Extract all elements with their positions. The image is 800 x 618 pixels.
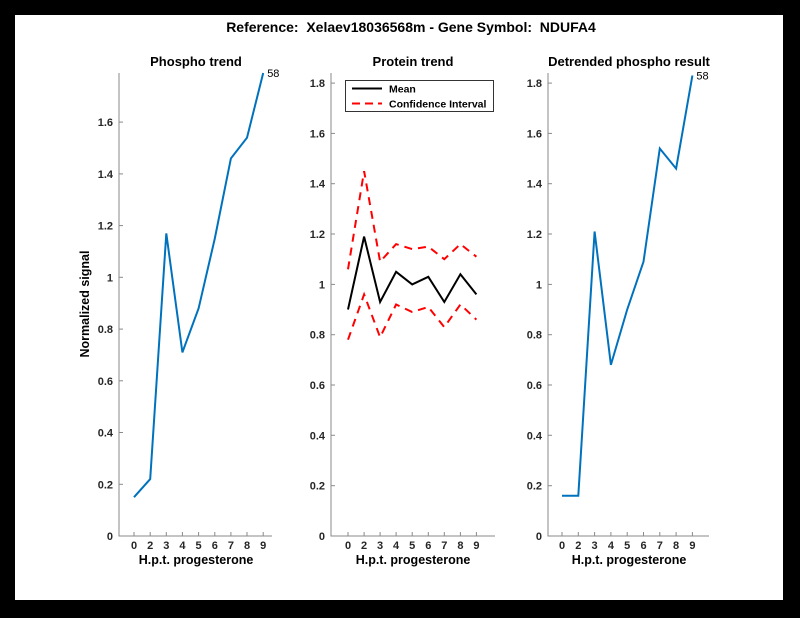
x-tick-label: 2 [361, 540, 367, 552]
x-tick-label: 5 [409, 540, 415, 552]
subplot2-x-axis-label: H.p.t. progesterone [355, 553, 471, 567]
y-tick-label: 0.6 [310, 380, 325, 392]
y-tick-label: 0 [319, 531, 325, 543]
subplot3-title: Detrended phospho result [548, 54, 710, 69]
x-tick-label: 3 [592, 540, 598, 552]
y-tick-label: 0.8 [527, 330, 542, 342]
x-tick-label: 2 [575, 540, 581, 552]
subplot3-x-axis-label: H.p.t. progesterone [571, 553, 687, 567]
y-tick-label: 0.8 [310, 330, 325, 342]
legend: Mean Confidence Interval [345, 80, 494, 112]
x-tick-label: 7 [228, 540, 234, 552]
y-tick-label: 1.6 [310, 128, 325, 140]
y-tick-label: 0.8 [98, 324, 113, 336]
x-tick-label: 4 [393, 540, 400, 552]
y-tick-label: 1 [319, 279, 325, 291]
x-tick-label: 3 [163, 540, 169, 552]
x-tick-label: 5 [624, 540, 630, 552]
x-tick-label: 0 [131, 540, 137, 552]
legend-label: Mean [389, 84, 416, 96]
y-tick-label: 1 [536, 279, 542, 291]
y-tick-label: 0 [536, 531, 542, 543]
series-phospho-signal [133, 72, 265, 498]
y-tick-label: 0.2 [527, 481, 542, 493]
y-tick-label: 0.2 [310, 481, 325, 493]
subplot1-x-axis-label: H.p.t. progesterone [138, 553, 254, 567]
axes [118, 73, 272, 537]
axes [330, 73, 495, 537]
y-tick-label: 1.4 [527, 179, 543, 191]
subplot2-title: Protein trend [372, 54, 454, 69]
y-tick-label: 0.4 [527, 430, 543, 442]
x-tick-label: 9 [260, 540, 266, 552]
x-tick-label: 0 [345, 540, 351, 552]
legend-label: Confidence Interval [389, 99, 487, 111]
y-tick-label: 1 [107, 272, 113, 284]
y-tick-label: 0 [107, 531, 113, 543]
y-tick-label: 1.2 [527, 229, 542, 241]
y-tick-label: 0.2 [98, 479, 113, 491]
subplot-2: 0 2 3 4 5 6 7 8 900.20.40.60.811.21.41.61.8 MeanC… [310, 73, 495, 552]
y-tick-label: 1.4 [310, 179, 326, 191]
subplot-1: 0 2 3 4 5 6 7 8 900.20.40.60.811.21.41.658 [98, 68, 280, 552]
x-tick-label: 0 [559, 540, 565, 552]
x-tick-label: 9 [689, 540, 695, 552]
legend-box [345, 80, 494, 112]
figure-title: Reference: Xelaev18036568m - Gene Symbol… [226, 19, 596, 35]
series-detrended-phospho-signal [562, 75, 694, 497]
y-tick-label: 1.6 [527, 128, 542, 140]
figure-canvas [15, 15, 783, 600]
y-tick-label: 0.6 [527, 380, 542, 392]
y-tick-label: 1.6 [98, 117, 113, 129]
subplot1-title: Phospho trend [150, 54, 242, 69]
y-tick-label: 1.4 [98, 169, 114, 181]
x-tick-label: 4 [608, 540, 615, 552]
x-tick-label: 8 [673, 540, 679, 552]
y-tick-label: 0.4 [98, 428, 114, 440]
x-tick-label: 4 [179, 540, 186, 552]
series-confidence-lower [347, 291, 478, 341]
y-tick-label: 1.8 [527, 78, 542, 90]
x-tick-label: 5 [196, 540, 202, 552]
endpoint-annotation: 58 [696, 71, 708, 83]
x-tick-label: 9 [473, 540, 479, 552]
x-tick-label: 8 [244, 540, 250, 552]
x-tick-label: 6 [212, 540, 218, 552]
x-tick-label: 7 [657, 540, 663, 552]
x-tick-label: 2 [147, 540, 153, 552]
x-tick-label: 6 [425, 540, 431, 552]
y-tick-label: 0.6 [98, 376, 113, 388]
x-tick-label: 6 [640, 540, 646, 552]
endpoint-annotation: 58 [267, 68, 279, 80]
y-tick-label: 0.4 [310, 430, 326, 442]
y-tick-label: 1.2 [310, 229, 325, 241]
series-confidence-upper [347, 170, 478, 270]
x-tick-label: 8 [457, 540, 463, 552]
y-tick-label: 1.8 [310, 78, 325, 90]
series-mean [347, 236, 478, 310]
x-tick-label: 7 [441, 540, 447, 552]
subplot-3: 0 2 3 4 5 6 7 8 900.20.40.60.811.21.41.61.858 [527, 71, 709, 552]
x-tick-label: 3 [377, 540, 383, 552]
y-tick-label: 1.2 [98, 221, 113, 233]
